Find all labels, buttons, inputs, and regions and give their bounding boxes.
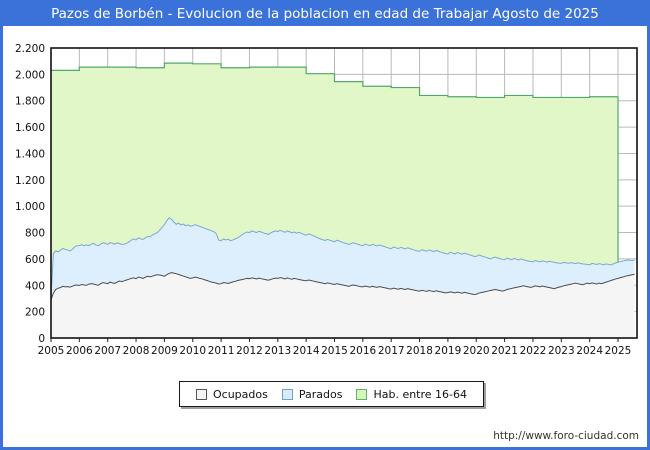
x-axis-tick-label: 2022 — [520, 345, 547, 357]
y-axis-tick-label: 1.200 — [15, 175, 45, 187]
y-axis-tick-label: 600 — [25, 254, 45, 266]
y-axis-tick-label: 2.000 — [15, 69, 45, 81]
x-axis-tick-label: 2015 — [321, 345, 348, 357]
legend-swatch-ocupados — [196, 388, 207, 400]
x-axis-tick-label: 2023 — [548, 345, 575, 357]
y-axis-tick-label: 2.200 — [15, 43, 45, 55]
x-axis-tick-label: 2011 — [208, 345, 235, 357]
y-axis-tick-label: 800 — [25, 228, 45, 240]
legend-label-parados: Parados — [298, 387, 343, 401]
x-axis-tick-label: 2014 — [293, 345, 320, 357]
legend-item-ocupados[interactable]: Ocupados — [196, 388, 268, 401]
y-axis-tick-label: 400 — [25, 280, 45, 292]
chart-canvas: FORO-CIUDAD.COM02004006008001.0001.2001.… — [3, 26, 647, 447]
series-line-ocupados — [50, 272, 635, 300]
x-axis-tick-label: 2009 — [151, 345, 178, 357]
x-axis-tick-label: 2006 — [66, 345, 93, 357]
y-axis-tick-label: 1.600 — [15, 122, 45, 134]
legend-item-parados[interactable]: Parados — [281, 387, 343, 401]
y-axis-tick-label: 200 — [25, 307, 45, 319]
legend-swatch-parados — [281, 388, 293, 400]
plot-frame — [50, 47, 638, 339]
window-title: Pazos de Borbén - Evolucion de la poblac… — [3, 3, 647, 26]
x-axis-tick-label: 2019 — [435, 345, 462, 357]
x-axis-tick-label: 2008 — [123, 345, 150, 357]
source-url: http://www.foro-ciudad.com — [493, 430, 639, 442]
y-axis-tick-label: 1.400 — [15, 148, 45, 160]
y-axis-tick-label: 0 — [38, 333, 45, 345]
legend-item-habitantes[interactable]: Hab. entre 16-64 — [356, 388, 467, 401]
chart-legend: Ocupados Parados Hab. entre 16-64 — [179, 381, 485, 407]
y-axis-tick-label: 1.000 — [15, 201, 45, 213]
legend-label-ocupados: Ocupados — [213, 387, 268, 401]
x-axis-tick-label: 2010 — [179, 345, 206, 357]
x-axis-tick-label: 2016 — [349, 345, 376, 357]
x-axis-tick-label: 2025 — [605, 345, 632, 357]
series-line-habitantes — [51, 62, 619, 99]
x-axis-tick-label: 2021 — [491, 345, 518, 357]
x-axis-tick-label: 2013 — [264, 345, 291, 357]
x-axis-tick-label: 2018 — [406, 345, 433, 357]
x-axis-tick-label: 2020 — [463, 345, 490, 357]
x-axis-tick-label: 2005 — [38, 345, 65, 357]
x-axis-tick-label: 2007 — [94, 345, 121, 357]
series-area-ocupados — [51, 272, 635, 338]
legend-label-habitantes: Hab. entre 16-64 — [373, 387, 468, 401]
x-axis-tick-label: 2017 — [378, 345, 405, 357]
x-axis-tick-label: 2012 — [236, 345, 263, 357]
legend-swatch-habitantes — [356, 388, 368, 400]
series-line-parados — [50, 217, 635, 299]
x-axis-tick-label: 2024 — [576, 345, 603, 357]
y-axis-tick-label: 1.800 — [15, 96, 45, 108]
chart-svg: FORO-CIUDAD.COM02004006008001.0001.2001.… — [15, 43, 638, 357]
